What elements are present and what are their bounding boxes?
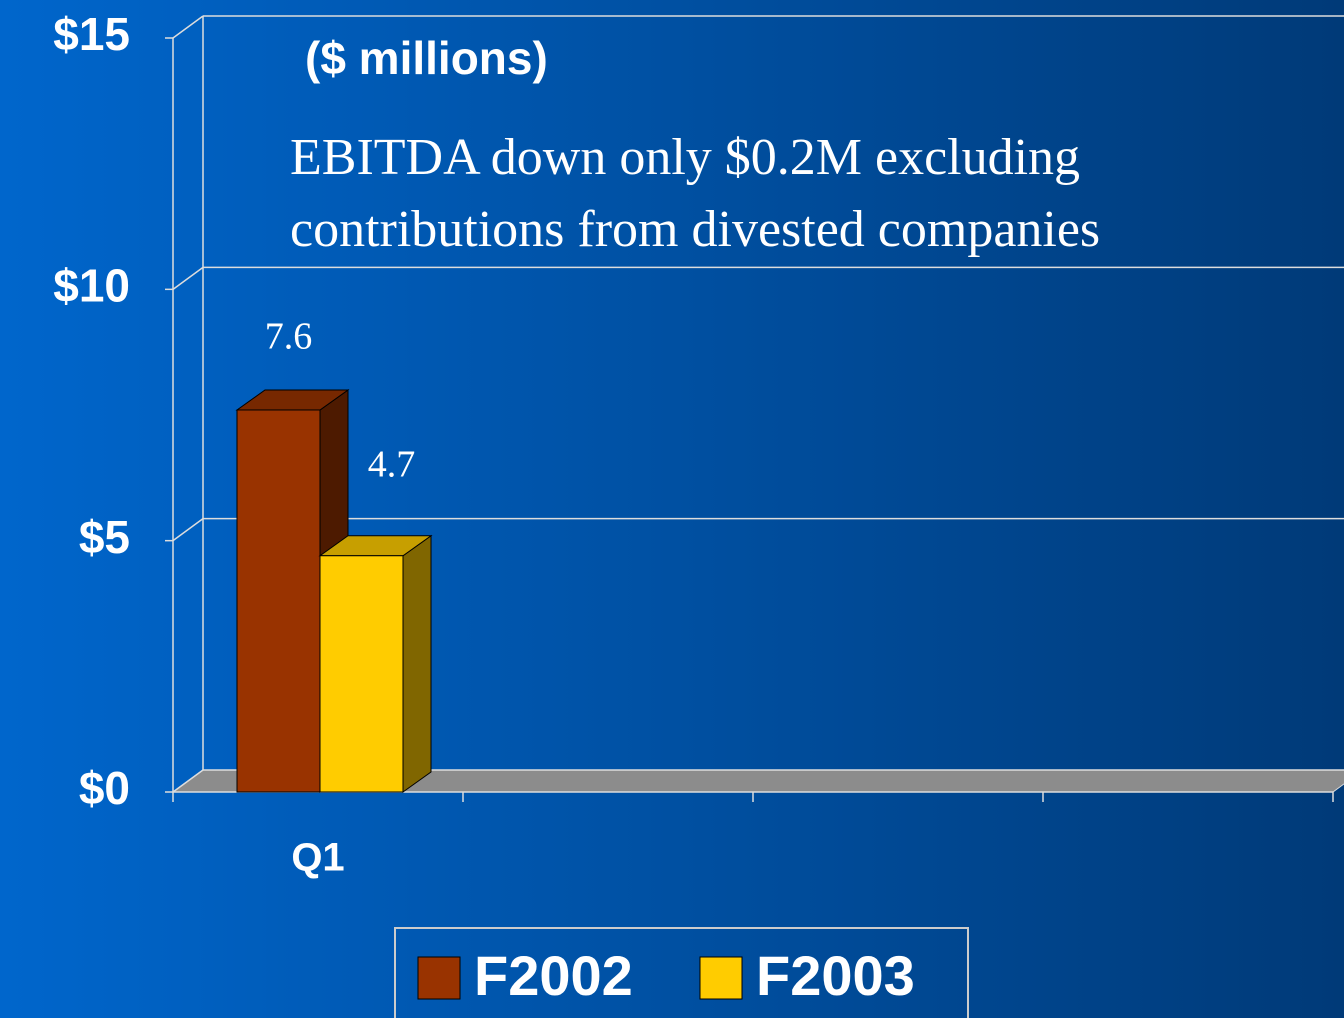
annotation: contributions from divested companies [290,201,1100,258]
legend-swatch [699,956,743,1000]
legend-swatch [417,956,461,1000]
legend-label: F2002 [474,944,633,1007]
grid-line [172,15,204,39]
legend-label: F2003 [756,944,915,1007]
bar-side [402,534,432,793]
bar [236,409,321,793]
grid-line [172,266,204,290]
grid-line [172,518,204,542]
y-tick-label: $15 [53,8,130,60]
bar [319,555,404,793]
grid-line [172,769,204,793]
annotation: EBITDA down only $0.2M excluding [290,129,1080,186]
data-label: 7.6 [265,316,313,358]
y-tick-label: $10 [53,259,130,311]
legend-box [394,927,969,1018]
y-tick-label: $5 [79,511,130,563]
subtitle: ($ millions) [305,32,548,84]
y-tick-label: $0 [79,762,130,814]
x-tick-label: Q1 [291,836,344,880]
data-label: 4.7 [368,443,416,485]
